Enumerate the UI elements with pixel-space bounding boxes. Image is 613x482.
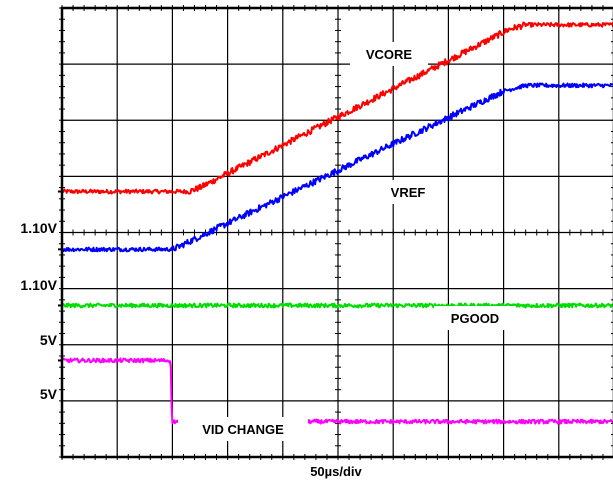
trace-pgood [61, 302, 613, 309]
vid-label-bg [178, 417, 308, 441]
trace-label-pgood: PGOOD [451, 311, 499, 326]
trace-vid-change [61, 357, 613, 425]
x-axis-label: 50µs/div [310, 464, 362, 479]
trace-vref [61, 82, 613, 253]
trace-label-vid-change: VID CHANGE [202, 422, 284, 437]
vref-label-bg [380, 180, 436, 204]
vcore-label-bg [350, 42, 428, 66]
trace-label-vref: VREF [391, 185, 426, 200]
plot-border [60, 6, 613, 459]
trace-vcore [61, 21, 613, 195]
channel-label-vid: 5V [40, 386, 58, 402]
channel-label-vref: 1.10V [20, 277, 57, 293]
plot-frame [60, 6, 613, 459]
channel-label-vcore: 1.10V [20, 220, 57, 236]
traces [58, 21, 613, 425]
pgood-label-bg [434, 306, 516, 330]
trace-label-vcore: VCORE [366, 47, 413, 62]
channel-label-pgood: 5V [40, 332, 58, 348]
grid [59, 5, 613, 460]
